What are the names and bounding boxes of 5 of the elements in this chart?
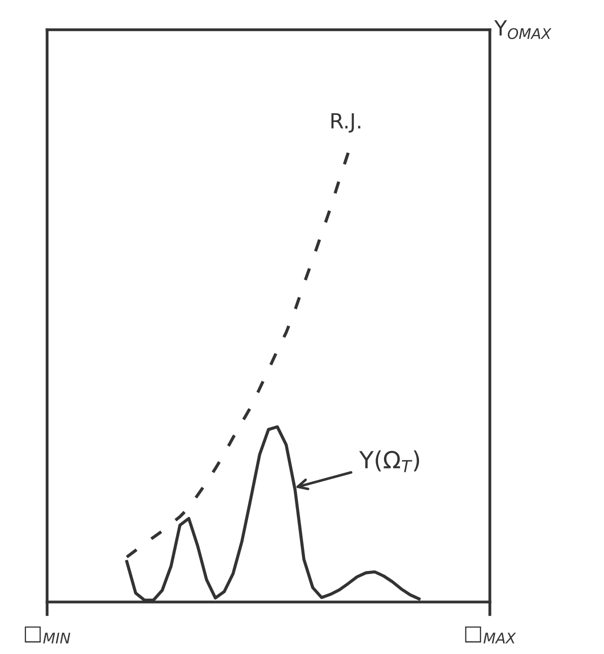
text: R.J. <box>331 113 360 133</box>
annotation: Y(Ω$_{T}$) <box>359 450 420 472</box>
x-tick-label: □$_{MIN}$ <box>24 626 70 644</box>
x-tick-label: □$_{MAX}$ <box>465 626 516 644</box>
text: Y$_{OMAX}$ <box>494 20 552 40</box>
